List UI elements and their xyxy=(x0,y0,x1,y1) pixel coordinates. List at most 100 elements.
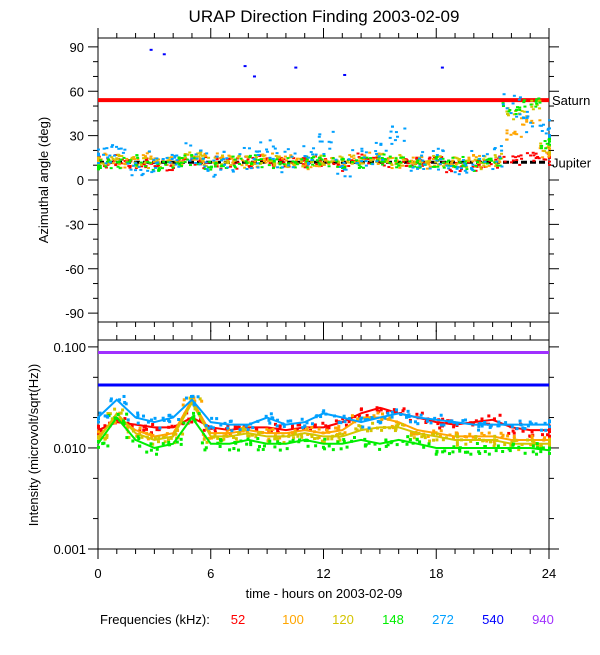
data-point-272khz xyxy=(539,428,543,432)
data-point-52khz xyxy=(249,165,253,168)
data-point-148khz xyxy=(293,166,297,169)
data-point-272khz xyxy=(512,94,516,97)
data-point-120khz xyxy=(97,156,100,159)
data-point-100khz xyxy=(478,154,482,157)
data-point-272khz xyxy=(219,168,223,171)
data-point-272khz xyxy=(247,147,251,150)
data-point-272khz xyxy=(170,158,174,161)
data-point-148khz xyxy=(452,445,456,449)
data-point-148khz xyxy=(208,160,212,163)
data-point-100khz xyxy=(320,163,324,166)
data-point-148khz xyxy=(395,166,399,169)
data-point-272khz xyxy=(428,167,432,170)
data-point-272khz xyxy=(477,428,481,432)
data-point-148khz xyxy=(422,445,426,449)
data-point-100khz xyxy=(395,159,399,162)
data-point-52khz xyxy=(392,408,396,412)
data-point-148khz xyxy=(260,158,264,161)
data-point-272khz xyxy=(459,167,463,170)
data-point-52khz xyxy=(326,426,330,430)
data-point-52khz xyxy=(97,424,100,428)
data-point-272khz xyxy=(457,173,461,176)
data-point-52khz xyxy=(458,170,462,173)
data-point-120khz xyxy=(213,434,217,438)
data-point-100khz xyxy=(538,119,542,122)
data-point-52khz xyxy=(290,161,294,164)
data-point-120khz xyxy=(229,155,233,158)
data-point-100khz xyxy=(512,437,516,441)
data-point-272khz xyxy=(344,168,348,171)
data-point-272khz xyxy=(238,428,242,432)
data-point-148khz xyxy=(102,441,106,445)
data-point-120khz xyxy=(530,105,534,108)
data-point-120khz xyxy=(105,433,109,437)
data-point-120khz xyxy=(272,161,276,164)
data-point-148khz xyxy=(458,161,462,164)
series-line-120khz xyxy=(97,400,549,445)
data-point-120khz xyxy=(142,157,146,160)
data-point-52khz xyxy=(170,424,174,428)
data-point-120khz xyxy=(188,151,192,154)
data-point-272khz xyxy=(328,147,332,150)
data-point-100khz xyxy=(505,129,509,132)
data-point-120khz xyxy=(200,154,204,157)
data-point-120khz xyxy=(396,423,400,427)
data-point-272khz xyxy=(436,168,440,171)
data-point-52khz xyxy=(436,422,440,426)
data-point-52khz xyxy=(445,420,449,424)
data-point-120khz xyxy=(432,154,436,157)
data-point-272khz xyxy=(504,421,508,425)
data-point-272khz xyxy=(542,123,546,126)
data-point-272khz xyxy=(192,401,196,405)
data-point-52khz xyxy=(401,409,405,413)
data-point-100khz xyxy=(351,420,355,424)
data-point-272khz xyxy=(269,412,273,416)
data-point-100khz xyxy=(467,158,471,161)
data-point-100khz xyxy=(201,160,205,163)
data-point-52khz xyxy=(359,407,363,411)
data-point-148khz xyxy=(323,447,327,451)
data-point-100khz xyxy=(124,162,128,165)
data-point-100khz xyxy=(225,430,229,434)
data-point-272khz xyxy=(303,424,307,428)
data-point-52khz xyxy=(303,157,307,160)
data-point-148khz xyxy=(539,147,543,150)
data-point-120khz xyxy=(334,433,338,437)
data-point-100khz xyxy=(260,431,264,435)
data-point-100khz xyxy=(509,133,513,136)
data-point-120khz xyxy=(237,431,241,435)
data-point-148khz xyxy=(196,163,200,166)
data-point-120khz xyxy=(493,438,497,442)
data-point-100khz xyxy=(359,162,363,165)
data-point-52khz xyxy=(278,425,282,429)
data-point-272khz xyxy=(442,423,446,427)
data-point-120khz xyxy=(388,426,392,430)
data-point-52khz xyxy=(173,424,177,428)
data-point-120khz xyxy=(417,159,421,162)
data-point-272khz xyxy=(204,161,208,164)
data-point-272khz xyxy=(177,165,181,168)
data-point-272khz xyxy=(439,423,443,427)
data-point-148khz xyxy=(209,168,213,171)
data-point-272khz xyxy=(273,147,277,150)
direction-panel: 90 60 30 0 -30 -60 -90 Azimuthal angle (deg) Sat… xyxy=(36,28,592,332)
data-point-272khz xyxy=(483,160,487,163)
data-point-120khz xyxy=(113,407,117,411)
data-point-272khz xyxy=(195,157,199,160)
data-point-120khz xyxy=(397,162,401,165)
data-point-148khz xyxy=(453,166,457,169)
data-point-52khz xyxy=(427,157,431,160)
data-point-272khz xyxy=(106,156,110,159)
data-point-52khz xyxy=(401,160,405,163)
data-point-100khz xyxy=(484,165,488,168)
data-point-148khz xyxy=(382,160,386,163)
data-point-120khz xyxy=(147,166,151,169)
data-point-120khz xyxy=(495,438,499,442)
data-point-120khz xyxy=(337,435,341,439)
data-point-120khz xyxy=(432,438,436,442)
data-point-272khz xyxy=(331,130,335,133)
data-point-120khz xyxy=(547,144,551,147)
data-point-148khz xyxy=(494,449,498,453)
data-point-100khz xyxy=(401,164,405,167)
data-point-120khz xyxy=(539,142,543,145)
